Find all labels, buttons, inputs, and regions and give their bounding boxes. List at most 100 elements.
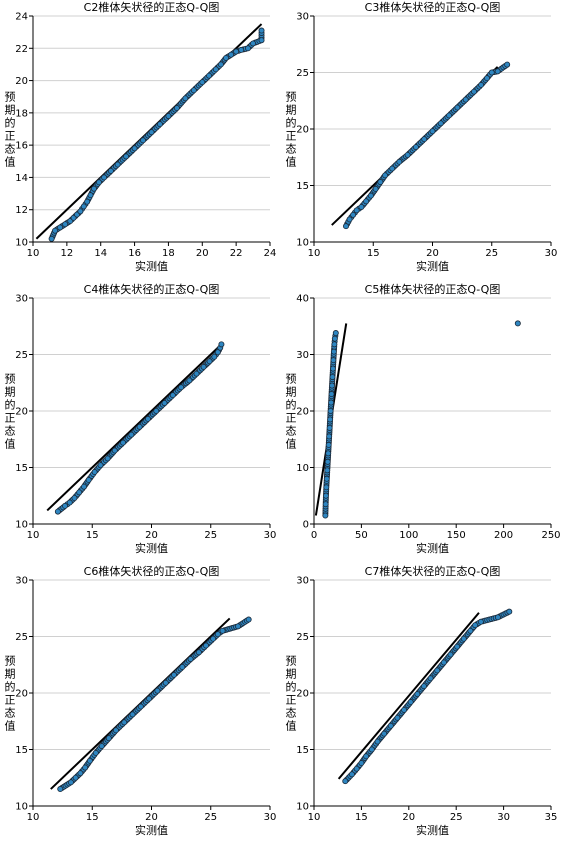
x-axis-label: 实测值 bbox=[416, 541, 449, 555]
reference-line bbox=[337, 612, 480, 780]
data-point bbox=[120, 439, 127, 446]
data-point bbox=[129, 711, 136, 718]
data-point bbox=[258, 37, 265, 44]
x-axis-label: 实测值 bbox=[416, 823, 449, 837]
data-point bbox=[210, 635, 217, 642]
data-point bbox=[123, 153, 130, 160]
data-point bbox=[447, 651, 454, 658]
data-point bbox=[169, 392, 176, 399]
data-point bbox=[387, 722, 394, 729]
y-tick-label: 14 bbox=[15, 173, 28, 184]
x-tick-label: 100 bbox=[399, 530, 418, 541]
data-point bbox=[200, 363, 207, 370]
data-point bbox=[85, 476, 92, 483]
data-point bbox=[330, 357, 337, 364]
data-point bbox=[323, 475, 330, 482]
data-point bbox=[206, 358, 213, 365]
data-point bbox=[71, 495, 78, 502]
chart-title: C7椎体矢状径的正态Q-Q图 bbox=[365, 564, 501, 578]
x-tick-label: 25 bbox=[485, 248, 498, 259]
qq-chart-c6: C6椎体矢状径的正态Q-Q图 10 15 20 25 30 10 15 20 25 30 实测值 预期的… bbox=[5, 564, 277, 837]
data-point bbox=[111, 447, 118, 454]
data-point bbox=[404, 151, 411, 158]
data-point bbox=[182, 95, 189, 102]
qq-chart-c2: C2椎体矢状径的正态Q-Q图 10 12 14 16 18 20 22 24 10 12 14 16 18… bbox=[5, 0, 277, 273]
qq-chart-c3: C3椎体矢状径的正态Q-Q图 10 15 20 25 30 10 15 20 25 30 实测值 预期的… bbox=[286, 0, 558, 273]
data-point bbox=[107, 167, 114, 174]
x-tick-label: 10 bbox=[27, 812, 40, 823]
x-tick-label: 25 bbox=[450, 812, 463, 823]
data-point bbox=[460, 635, 467, 642]
x-tick-label: 200 bbox=[494, 530, 513, 541]
data-point bbox=[178, 384, 185, 391]
data-point bbox=[342, 223, 349, 230]
x-tick-label: 18 bbox=[162, 248, 175, 259]
data-point bbox=[80, 203, 87, 210]
y-tick-label: 15 bbox=[15, 745, 28, 756]
data-point bbox=[331, 341, 338, 348]
data-point bbox=[214, 631, 221, 638]
chart-title: C4椎体矢状径的正态Q-Q图 bbox=[84, 282, 220, 296]
x-tick-label: 30 bbox=[545, 248, 558, 259]
y-tick-label: 15 bbox=[296, 181, 309, 192]
qq-panel-c4: C4椎体矢状径的正态Q-Q图 10 15 20 25 30 10 15 20 25 30 实测值 预期的… bbox=[0, 282, 282, 564]
data-point bbox=[136, 423, 143, 430]
data-point bbox=[372, 185, 379, 192]
data-point bbox=[342, 778, 349, 785]
data-point bbox=[137, 703, 144, 710]
data-point bbox=[233, 48, 240, 55]
y-tick-label: 22 bbox=[15, 44, 28, 55]
y-tick-label: 10 bbox=[15, 520, 28, 531]
data-point bbox=[212, 66, 219, 73]
x-tick-label: 22 bbox=[230, 248, 243, 259]
data-point bbox=[52, 227, 59, 234]
data-point bbox=[173, 105, 180, 112]
data-point bbox=[389, 165, 396, 172]
data-point bbox=[128, 431, 135, 438]
data-point bbox=[245, 616, 252, 623]
data-point bbox=[358, 203, 365, 210]
data-point bbox=[98, 743, 105, 750]
data-point bbox=[429, 128, 436, 135]
y-tick-label: 10 bbox=[296, 463, 309, 474]
data-point bbox=[206, 72, 213, 79]
data-point bbox=[348, 771, 355, 778]
data-point bbox=[330, 348, 337, 355]
data-point bbox=[154, 687, 161, 694]
chart-title: C3椎体矢状径的正态Q-Q图 bbox=[365, 0, 501, 14]
data-point bbox=[250, 40, 257, 47]
data-point bbox=[488, 69, 495, 76]
y-tick-label: 25 bbox=[15, 632, 28, 643]
data-point bbox=[350, 211, 357, 218]
data-point bbox=[396, 158, 403, 165]
x-tick-label: 20 bbox=[145, 530, 158, 541]
x-tick-label: 35 bbox=[545, 812, 558, 823]
data-point bbox=[140, 137, 147, 144]
data-point bbox=[325, 450, 332, 457]
data-point bbox=[446, 112, 453, 119]
data-point bbox=[66, 499, 73, 506]
data-point bbox=[478, 81, 485, 88]
data-point bbox=[57, 786, 64, 793]
x-tick-label: 0 bbox=[311, 530, 317, 541]
y-axis-label: 预期的正态值 bbox=[5, 91, 16, 169]
data-point bbox=[414, 691, 421, 698]
data-point bbox=[514, 320, 521, 327]
qq-chart-c5: C5椎体矢状径的正态Q-Q图 0 10 20 30 40 0 50 100 150 200 250 实测… bbox=[286, 282, 561, 555]
x-tick-label: 15 bbox=[367, 248, 380, 259]
qq-panel-c2: C2椎体矢状径的正态Q-Q图 10 12 14 16 18 20 22 24 10 12 14 16 18… bbox=[0, 0, 282, 282]
data-point bbox=[238, 46, 245, 53]
data-point bbox=[228, 51, 235, 58]
y-tick-label: 20 bbox=[296, 689, 309, 700]
y-tick-label: 20 bbox=[296, 407, 309, 418]
data-point bbox=[325, 441, 332, 448]
y-tick-label: 10 bbox=[296, 802, 309, 813]
y-tick-label: 15 bbox=[296, 745, 309, 756]
data-point bbox=[477, 618, 484, 625]
qq-panel-c7: C7椎体矢状径的正态Q-Q图 10 15 20 25 30 10 15 20 25 30 35 实测值 预… bbox=[281, 564, 563, 846]
data-point bbox=[80, 483, 87, 490]
y-axis-label: 预期的正态值 bbox=[286, 655, 297, 733]
y-tick-label: 12 bbox=[15, 205, 28, 216]
data-point bbox=[506, 608, 513, 615]
data-point bbox=[76, 489, 83, 496]
